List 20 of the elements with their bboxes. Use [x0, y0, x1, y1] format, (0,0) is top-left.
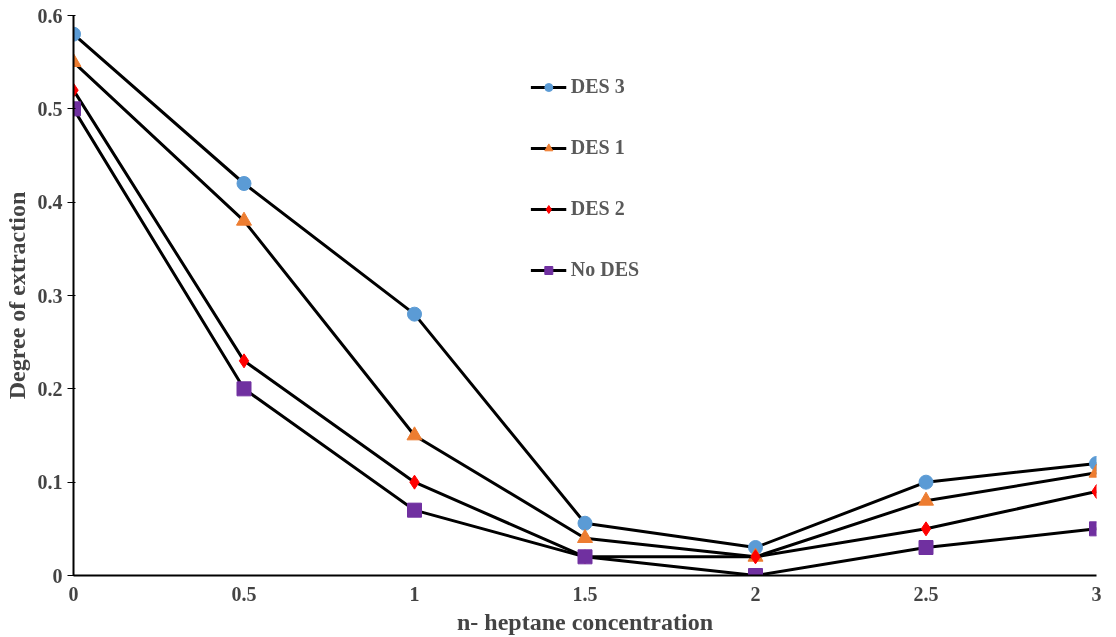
x-tick-label: 2: [750, 582, 761, 605]
legend-label: DES 2: [570, 197, 625, 220]
legend-label: DES 3: [570, 75, 625, 98]
x-tick-label: 3: [1091, 582, 1102, 605]
y-tick-label: 0.4: [37, 191, 63, 214]
x-tick-label: 0.5: [231, 582, 257, 605]
x-tick-label: 1: [409, 582, 420, 605]
x-axis-title: n- heptane concentration: [457, 608, 713, 635]
y-tick-label: 0.3: [37, 284, 63, 307]
x-tick-label: 1.5: [572, 582, 598, 605]
y-tick-label: 0.6: [37, 4, 63, 27]
x-tick-label: 2.5: [913, 582, 939, 605]
x-tick-label: 0: [68, 582, 79, 605]
y-tick-label: 0.5: [37, 97, 63, 120]
y-tick-label: 0.2: [37, 377, 63, 400]
y-tick-label: 0.1: [37, 471, 63, 494]
y-tick-label: 0: [52, 564, 63, 587]
legend-label: DES 1: [570, 136, 625, 159]
y-axis-title: Degree of extraction: [3, 191, 30, 400]
legend-label: No DES: [570, 258, 640, 281]
